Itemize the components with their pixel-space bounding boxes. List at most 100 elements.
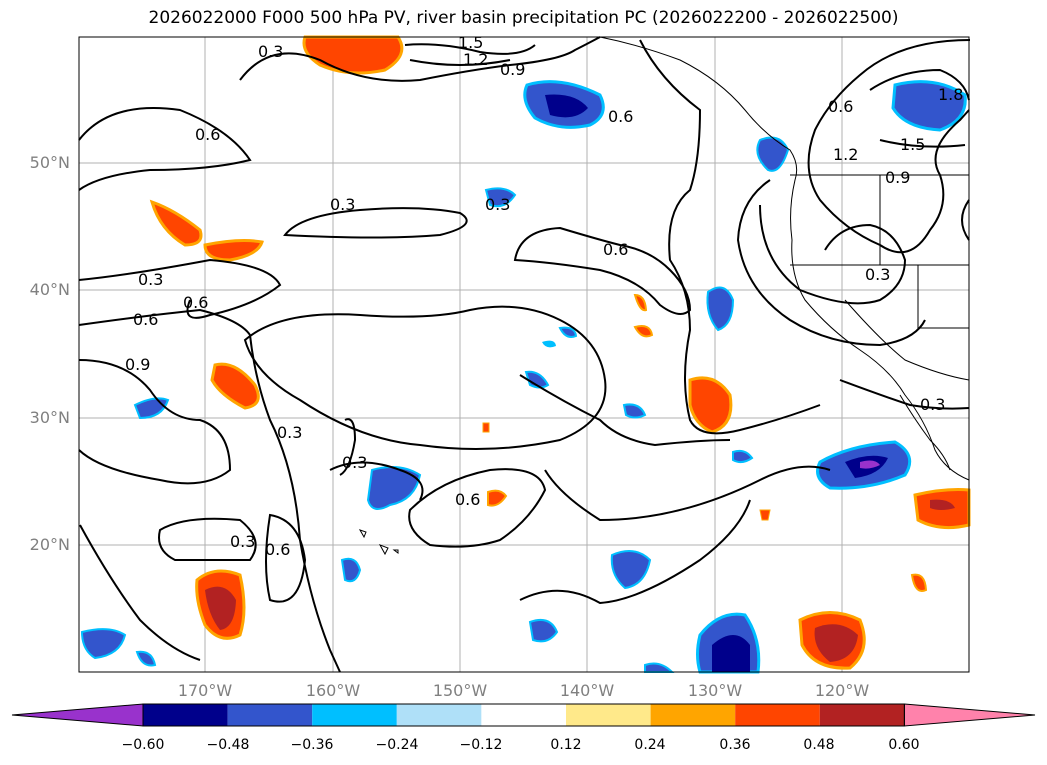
map-title: 2026022000 F000 500 hPa PV, river basin …: [148, 8, 899, 28]
coastline-hawaii: [358, 529, 399, 556]
precip-positive-core: [930, 499, 955, 510]
contour-label: 0.6: [195, 125, 220, 144]
plot-area: [79, 37, 969, 672]
colorbar-tick-label: −0.48: [206, 737, 250, 753]
contour-label: 0.9: [500, 60, 525, 79]
border-line: [844, 299, 970, 381]
precip-negative-blob: [135, 650, 157, 667]
contour-0.3: [519, 499, 751, 605]
lon-label-150w: 150°W: [432, 681, 488, 700]
precip-negative-blob: [340, 557, 362, 583]
precip-fields: [80, 35, 971, 674]
contour-0.6: [265, 513, 307, 603]
precip-negative-blob: [891, 80, 967, 132]
precip-negative-blob: [756, 136, 790, 172]
contour-label: 0.3: [258, 42, 283, 61]
precip-negative-blob: [622, 403, 647, 419]
contour-label: 1.2: [463, 50, 488, 69]
precip-positive-core: [814, 624, 858, 662]
lon-label-120w: 120°W: [814, 681, 870, 700]
contour-0.3: [544, 465, 831, 522]
contour-1.2: [807, 39, 971, 254]
lon-label-160w: 160°W: [305, 681, 361, 700]
lon-label-170w: 170°W: [177, 681, 233, 700]
precip-negative-extreme: [860, 460, 880, 469]
precip-positive-blob: [688, 376, 733, 434]
colorbar-tick-label: 0.48: [803, 737, 835, 753]
contour-label: 0.3: [865, 265, 890, 284]
precip-positive-blob: [487, 489, 508, 507]
lat-label-40n: 40°N: [29, 280, 70, 299]
gridlines: [79, 37, 969, 672]
contour-label: 0.3: [485, 195, 510, 214]
contour-0.3: [519, 374, 731, 447]
precip-negative-blob: [732, 449, 754, 464]
colorbar-segment: [819, 704, 905, 726]
precip-negative-blob: [366, 465, 422, 510]
contour-0.9: [736, 179, 926, 347]
contour-0.6: [513, 226, 692, 315]
precip-negative-blob: [524, 370, 550, 389]
colorbar-segment: [735, 704, 820, 726]
colorbar: [11, 703, 1036, 727]
contour-0.3: [839, 379, 970, 410]
colorbar-segment: [227, 704, 313, 726]
contour-0.9: [78, 359, 232, 485]
contour-label: 0.9: [885, 168, 910, 187]
contour-label: 0.6: [455, 490, 480, 509]
lat-label-20n: 20°N: [29, 535, 70, 554]
precip-negative-blob: [610, 550, 652, 590]
contour-0.3: [158, 517, 257, 562]
precip-negative-blob: [528, 619, 559, 643]
contour-0.3: [283, 207, 468, 239]
contour-label: 0.6: [133, 310, 158, 329]
lon-label-130w: 130°W: [687, 681, 743, 700]
colorbar-tick-label: 0.60: [888, 737, 920, 753]
contour-label: 1.8: [938, 85, 963, 104]
contour-0.3: [243, 305, 607, 450]
precip-negative-blob: [80, 628, 127, 660]
colorbar-extend-max: [903, 703, 1036, 727]
contour-label: 0.6: [828, 97, 853, 116]
contour-0.3: [961, 199, 970, 241]
colorbar-segment: [566, 704, 651, 726]
coastline-baja: [899, 394, 951, 471]
precip-negative-blob: [558, 326, 578, 338]
contour-label: 0.3: [277, 423, 302, 442]
precip-positive-blob: [759, 509, 771, 521]
contour-label: 0.6: [183, 293, 208, 312]
precip-negative-core: [545, 94, 588, 118]
colorbar-extend-min: [11, 703, 144, 727]
colorbar-segment: [481, 704, 566, 726]
plot-frame: [78, 36, 970, 673]
colorbar-tick-label: −0.12: [459, 737, 503, 753]
contour-label: 0.3: [342, 453, 367, 472]
contour-label: 0.3: [230, 532, 255, 551]
pv-contours: [78, 36, 971, 673]
colorbar-tick-label: −0.24: [375, 737, 419, 753]
contour-label: 0.6: [265, 540, 290, 559]
contour-0.6: [759, 204, 907, 305]
lon-label-140w: 140°W: [559, 681, 615, 700]
colorbar-segment: [396, 704, 482, 726]
colorbar-tick-label: 0.36: [719, 737, 751, 753]
colorbar-tick-label: −0.36: [290, 737, 334, 753]
contour-label: 0.6: [603, 240, 628, 259]
contour-label: 0.3: [138, 270, 163, 289]
contour-1.5: [404, 43, 536, 55]
contour-0.6: [78, 107, 252, 191]
contour-label: 0.3: [330, 195, 355, 214]
precip-positive-blob: [482, 422, 490, 433]
colorbar-tick-label: 0.12: [550, 737, 582, 753]
contour-1.5: [879, 139, 966, 148]
coastline-north-america: [599, 36, 970, 481]
contour-label: 1.5: [458, 33, 483, 52]
precip-positive-blob: [149, 199, 203, 247]
colorbar-segment: [650, 704, 736, 726]
contour-0.6: [639, 39, 821, 435]
precip-positive-blob: [910, 573, 928, 592]
precip-negative-blob: [484, 187, 517, 208]
contour-label: 0.6: [608, 107, 633, 126]
colorbar-segment: [312, 704, 397, 726]
